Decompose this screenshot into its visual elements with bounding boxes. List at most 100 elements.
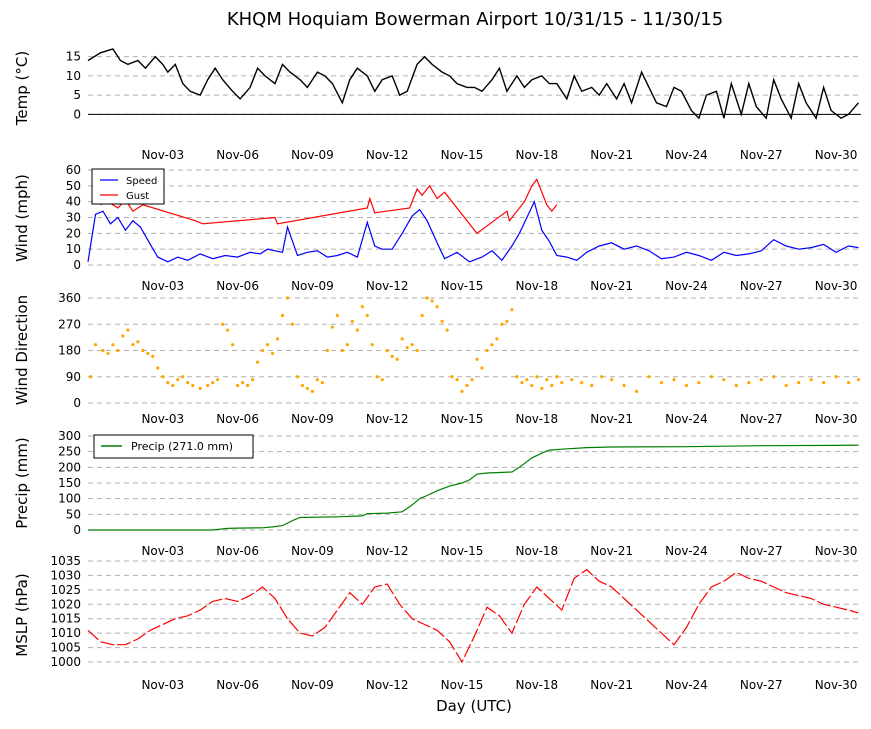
wind-direction-point — [355, 328, 359, 332]
x-tick-label: Nov-12 — [366, 412, 409, 426]
x-tick-label: Nov-03 — [141, 148, 184, 162]
y-tick-label: 40 — [66, 195, 81, 209]
wind-direction-point — [260, 348, 265, 353]
wind-direction-point — [440, 319, 444, 323]
x-tick-label: Nov-15 — [441, 148, 484, 162]
wind-direction-point — [550, 383, 554, 388]
wind-direction-point — [280, 313, 285, 318]
x-tick-label: Nov-27 — [740, 412, 783, 426]
y-tick-label: 150 — [58, 476, 81, 490]
wind-direction-point — [236, 383, 240, 388]
wind-direction-point — [335, 313, 339, 318]
wind-direction-point — [111, 343, 115, 347]
series-line-temperature — [87, 48, 860, 121]
y-axis-label: Wind (mph) — [13, 174, 31, 262]
x-tick-label: Nov-15 — [441, 279, 484, 293]
wind-direction-point — [315, 378, 320, 382]
wind-direction-point — [275, 337, 280, 341]
wind-direction-point — [310, 389, 315, 393]
wind-direction-point — [535, 375, 539, 379]
wind-direction-point — [525, 378, 529, 382]
y-tick-label: 1005 — [50, 641, 81, 655]
wind-direction-point — [146, 351, 150, 356]
y-tick-label: 0 — [73, 523, 81, 537]
wind-direction-point — [350, 319, 354, 323]
wind-direction-point — [255, 360, 260, 364]
wind-direction-point — [555, 375, 559, 379]
y-tick-label: 1000 — [50, 655, 81, 669]
wind-direction-point — [697, 380, 701, 385]
x-tick-label: Nov-06 — [216, 412, 259, 426]
wind-direction-point — [390, 354, 394, 358]
wind-direction-point — [709, 375, 713, 379]
y-tick-label: 1020 — [50, 597, 81, 611]
wind-direction-point — [211, 380, 215, 385]
y-tick-label: 50 — [66, 179, 81, 193]
wind-direction-point — [191, 383, 195, 388]
wind-direction-point — [380, 378, 384, 382]
y-axis-label: MSLP (hPa) — [13, 573, 31, 656]
x-tick-label: Nov-15 — [441, 412, 484, 426]
x-tick-label: Nov-09 — [291, 678, 334, 692]
x-tick-label: Nov-06 — [216, 544, 259, 558]
x-tick-label: Nov-12 — [366, 148, 409, 162]
y-tick-label: 1030 — [50, 568, 81, 582]
wind-direction-point — [455, 378, 459, 382]
wind-direction-point — [365, 313, 369, 318]
y-tick-label: 200 — [58, 460, 81, 474]
x-tick-label: Nov-12 — [366, 279, 409, 293]
x-tick-label: Nov-30 — [815, 148, 858, 162]
wind-direction-point — [540, 386, 544, 391]
y-tick-label: 50 — [66, 507, 81, 521]
wind-direction-point — [647, 375, 651, 379]
wind-direction-point — [410, 343, 414, 347]
wind-direction-point — [784, 383, 788, 388]
wind-direction-point — [520, 380, 524, 385]
x-tick-label: Nov-21 — [590, 412, 633, 426]
wind-direction-point — [722, 378, 726, 382]
x-tick-label: Nov-06 — [216, 148, 259, 162]
wind-direction-point — [360, 305, 364, 309]
series-line-speed — [87, 199, 859, 263]
x-tick-label: Nov-27 — [740, 544, 783, 558]
wind-direction-point — [425, 296, 429, 300]
wind-direction-point — [495, 337, 499, 341]
y-tick-label: 250 — [58, 445, 81, 459]
wind-direction-point — [545, 378, 549, 382]
y-tick-label: 0 — [73, 258, 81, 272]
wind-direction-point — [772, 375, 776, 379]
wind-direction-point — [490, 343, 494, 347]
wind-direction-point — [821, 380, 826, 385]
wind-direction-point — [672, 378, 676, 382]
wind-direction-point — [121, 334, 125, 338]
wind-direction-point — [221, 322, 225, 326]
x-tick-label: Nov-03 — [141, 544, 184, 558]
x-tick-label: Nov-09 — [291, 148, 334, 162]
wind-direction-point — [445, 328, 449, 332]
wind-direction-point — [285, 296, 290, 300]
wind-direction-point — [460, 389, 464, 393]
wind-direction-point — [136, 340, 140, 344]
x-tick-label: Nov-03 — [141, 279, 184, 293]
wind-direction-point — [250, 378, 255, 382]
wind-direction-point — [106, 351, 110, 356]
x-axis-label: Day (UTC) — [436, 697, 512, 715]
wind-direction-point — [734, 383, 738, 388]
legend-box — [91, 168, 165, 205]
y-tick-label: 0 — [73, 107, 81, 121]
wind-direction-point — [151, 354, 155, 358]
wind-direction-point — [570, 378, 574, 382]
wind-direction-point — [270, 351, 275, 356]
legend-label: Speed — [126, 176, 157, 187]
wind-direction-point — [93, 343, 98, 347]
wind-direction-point — [405, 345, 409, 350]
y-tick-label: 90 — [66, 370, 81, 384]
wind-direction-point — [450, 375, 454, 379]
wind-direction-point — [385, 348, 389, 353]
x-tick-label: Nov-12 — [366, 678, 409, 692]
wind-direction-point — [216, 378, 220, 382]
wind-direction-point — [505, 319, 509, 323]
legend-label: Gust — [126, 191, 149, 202]
